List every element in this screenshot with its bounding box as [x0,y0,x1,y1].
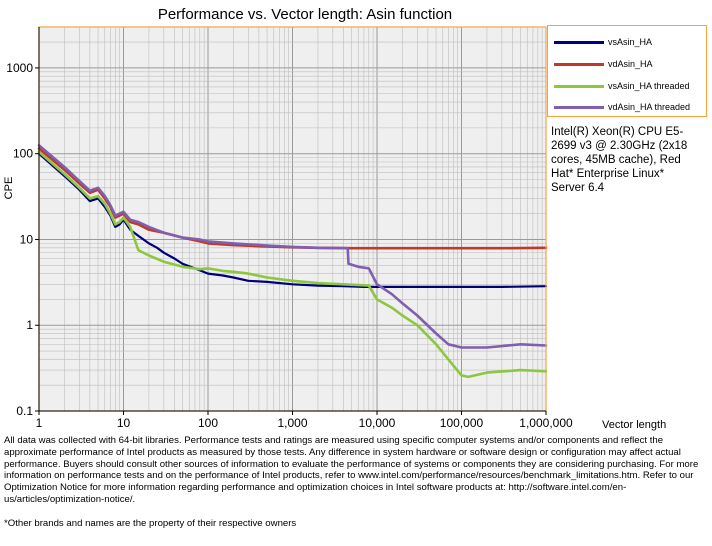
series-line-vsasin-ha [37,152,548,288]
legend-item-vsasin-ha: vsAsin_HA [554,35,652,49]
series-line-vdasin-ha-threaded [37,144,548,349]
disclaimer-text: All data was collected with 64-bit libra… [4,435,699,505]
legend-item-vdasin-ha: vdAsin_HA [554,57,653,71]
legend-swatch-vdasin-ha [554,62,604,66]
x-tick-label: 100 [198,416,218,430]
x-tick-label: 1,000,000 [519,416,573,430]
legend: vsAsin_HA vdAsin_HA vsAsin_HA threaded v… [547,25,707,117]
x-tick-label: 10 [117,416,131,430]
grid [39,27,546,411]
x-tick-label: 1,000 [277,416,307,430]
x-axis-label: Vector length [602,419,666,431]
y-tick-label: 10 [20,232,34,246]
legend-label-vdasin-ha-threaded: vdAsin_HA threaded [608,102,691,112]
legend-swatch-vsasin-ha-threaded [554,84,604,88]
x-tick-label: 100,000 [440,416,484,430]
y-tick-label: 1 [26,318,33,332]
y-tick-label: 100 [13,147,33,161]
x-tick-labels: 1 10 100 1,000 10,000 100,000 1,000,000 [36,411,573,430]
y-tick-label: 1000 [6,61,33,75]
legend-swatch-vsasin-ha [554,40,604,44]
cpu-note: Intel(R) Xeon(R) CPU E5-2699 v3 @ 2.30GH… [551,126,688,194]
y-tick-label: 0.1 [16,404,33,418]
series-line-vsasin-ha-threaded [37,150,548,379]
series-lines [37,144,548,379]
legend-label-vsasin-ha-threaded: vsAsin_HA threaded [608,81,690,91]
y-tick-labels: 0.1 1 10 100 1000 [6,61,39,418]
legend-label-vsasin-ha: vsAsin_HA [608,37,653,47]
chart-title: Performance vs. Vector length: Asin func… [158,6,452,23]
x-tick-label: 1 [36,416,43,430]
footnote-text: *Other brands and names are the property… [4,518,297,529]
x-tick-label: 10,000 [359,416,396,430]
legend-swatch-vdasin-ha-threaded [554,105,604,109]
legend-item-vsasin-ha-threaded: vsAsin_HA threaded [554,79,690,93]
legend-label-vdasin-ha: vdAsin_HA [608,59,653,69]
chart: Performance vs. Vector length: Asin func… [3,6,666,431]
y-axis-label: CPE [3,177,15,200]
legend-item-vdasin-ha-threaded: vdAsin_HA threaded [554,100,690,114]
